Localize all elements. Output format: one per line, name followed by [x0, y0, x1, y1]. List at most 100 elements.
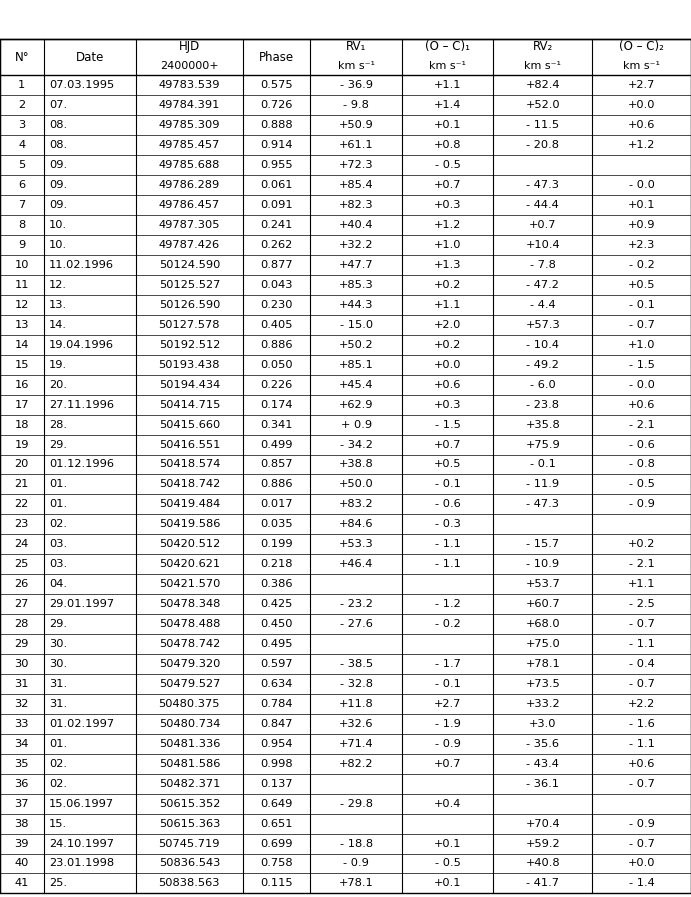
Text: - 0.7: - 0.7 — [629, 320, 654, 330]
Text: +32.6: +32.6 — [339, 718, 373, 729]
Text: +3.0: +3.0 — [529, 718, 556, 729]
Text: +0.8: +0.8 — [434, 140, 462, 151]
Text: 0.886: 0.886 — [260, 340, 293, 350]
Text: 12: 12 — [15, 300, 29, 309]
Text: 02.: 02. — [49, 779, 67, 788]
Text: 30.: 30. — [49, 659, 67, 669]
Text: +50.0: +50.0 — [339, 479, 374, 490]
Text: 0.649: 0.649 — [261, 798, 292, 808]
Text: 0.035: 0.035 — [260, 519, 293, 529]
Text: 50479.320: 50479.320 — [159, 659, 220, 669]
Text: 16: 16 — [15, 379, 29, 389]
Text: 13.: 13. — [49, 300, 67, 309]
Text: 24: 24 — [15, 539, 29, 549]
Text: 50836.543: 50836.543 — [159, 858, 220, 868]
Text: 01.: 01. — [49, 479, 67, 490]
Text: +11.8: +11.8 — [339, 699, 374, 709]
Text: +73.5: +73.5 — [525, 679, 560, 689]
Text: 33: 33 — [15, 718, 29, 729]
Text: - 2.5: - 2.5 — [629, 599, 654, 609]
Text: - 0.2: - 0.2 — [435, 619, 461, 629]
Text: 30: 30 — [15, 659, 29, 669]
Text: +40.4: +40.4 — [339, 220, 373, 231]
Text: 22: 22 — [15, 500, 29, 509]
Text: - 23.8: - 23.8 — [527, 400, 559, 410]
Text: 28.: 28. — [49, 420, 67, 430]
Text: - 1.1: - 1.1 — [435, 539, 461, 549]
Text: +45.4: +45.4 — [339, 379, 373, 389]
Text: 50416.551: 50416.551 — [159, 440, 220, 449]
Text: - 9.8: - 9.8 — [343, 100, 369, 110]
Text: 3: 3 — [18, 120, 26, 130]
Text: 50480.734: 50480.734 — [159, 718, 220, 729]
Text: - 36.1: - 36.1 — [527, 779, 559, 788]
Text: +46.4: +46.4 — [339, 559, 373, 570]
Text: - 0.1: - 0.1 — [629, 300, 654, 309]
Text: +0.1: +0.1 — [434, 120, 462, 130]
Text: +52.0: +52.0 — [525, 100, 560, 110]
Text: +0.6: +0.6 — [628, 400, 655, 410]
Text: +0.0: +0.0 — [434, 360, 462, 370]
Text: +0.2: +0.2 — [434, 340, 462, 350]
Text: 49783.539: 49783.539 — [158, 81, 220, 91]
Text: +84.6: +84.6 — [339, 519, 373, 529]
Text: 0.784: 0.784 — [260, 699, 293, 709]
Text: RV₂: RV₂ — [533, 39, 553, 53]
Text: 34: 34 — [15, 739, 29, 749]
Text: - 38.5: - 38.5 — [340, 659, 372, 669]
Text: 2: 2 — [18, 100, 26, 110]
Text: 49785.457: 49785.457 — [159, 140, 220, 151]
Text: (O – C)₁: (O – C)₁ — [425, 39, 471, 53]
Text: 50421.570: 50421.570 — [159, 579, 220, 589]
Text: 49786.289: 49786.289 — [159, 180, 220, 190]
Text: - 0.7: - 0.7 — [629, 779, 654, 788]
Text: - 1.9: - 1.9 — [435, 718, 461, 729]
Text: +85.4: +85.4 — [339, 180, 374, 190]
Text: - 0.7: - 0.7 — [629, 619, 654, 629]
Text: (O – C)₂: (O – C)₂ — [619, 39, 664, 53]
Text: 15.06.1997: 15.06.1997 — [49, 798, 114, 808]
Text: 49785.688: 49785.688 — [159, 161, 220, 170]
Text: 0.726: 0.726 — [261, 100, 292, 110]
Text: 19.: 19. — [49, 360, 67, 370]
Text: km s⁻¹: km s⁻¹ — [623, 61, 660, 71]
Text: N°: N° — [15, 50, 29, 64]
Text: - 0.9: - 0.9 — [343, 858, 369, 868]
Text: - 2.1: - 2.1 — [629, 420, 654, 430]
Text: 50480.375: 50480.375 — [158, 699, 220, 709]
Text: 08.: 08. — [49, 140, 67, 151]
Text: 04.: 04. — [49, 579, 67, 589]
Text: - 41.7: - 41.7 — [527, 878, 559, 888]
Text: - 44.4: - 44.4 — [527, 200, 559, 210]
Text: 0.699: 0.699 — [260, 839, 293, 849]
Text: - 29.8: - 29.8 — [340, 798, 372, 808]
Text: +2.3: +2.3 — [628, 240, 655, 250]
Text: - 27.6: - 27.6 — [340, 619, 372, 629]
Text: 0.050: 0.050 — [260, 360, 293, 370]
Text: 26: 26 — [15, 579, 29, 589]
Text: - 47.3: - 47.3 — [527, 180, 559, 190]
Text: +62.9: +62.9 — [339, 400, 373, 410]
Text: 17: 17 — [15, 400, 29, 410]
Text: 08.: 08. — [49, 120, 67, 130]
Text: - 10.9: - 10.9 — [527, 559, 559, 570]
Text: 0.758: 0.758 — [260, 858, 293, 868]
Text: +53.3: +53.3 — [339, 539, 374, 549]
Text: 7: 7 — [18, 200, 26, 210]
Text: +53.7: +53.7 — [525, 579, 560, 589]
Text: - 1.2: - 1.2 — [435, 599, 461, 609]
Text: +47.7: +47.7 — [339, 260, 374, 270]
Text: 0.847: 0.847 — [260, 718, 293, 729]
Text: +68.0: +68.0 — [525, 619, 560, 629]
Text: 4: 4 — [18, 140, 26, 151]
Text: +2.7: +2.7 — [434, 699, 462, 709]
Text: - 0.1: - 0.1 — [530, 459, 556, 469]
Text: 29.: 29. — [49, 440, 67, 449]
Text: 50478.488: 50478.488 — [159, 619, 220, 629]
Text: +1.2: +1.2 — [434, 220, 462, 231]
Text: +0.2: +0.2 — [628, 539, 655, 549]
Text: 23.01.1998: 23.01.1998 — [49, 858, 114, 868]
Text: - 18.8: - 18.8 — [340, 839, 372, 849]
Text: +50.9: +50.9 — [339, 120, 374, 130]
Text: 41: 41 — [15, 878, 29, 888]
